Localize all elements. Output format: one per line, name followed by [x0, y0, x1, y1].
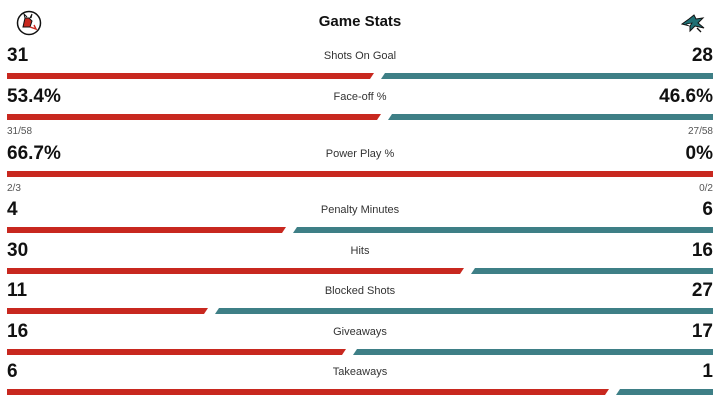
home-bar-segment [7, 227, 286, 233]
away-bar-segment [388, 114, 713, 120]
comparison-bar [7, 73, 713, 79]
home-bar-segment [7, 389, 609, 395]
comparison-bar [7, 268, 713, 274]
away-value: 27 [691, 280, 713, 301]
comparison-bar [7, 171, 713, 177]
home-value: 66.7% [7, 143, 61, 164]
away-value: 1 [702, 361, 713, 382]
away-bar-segment [616, 389, 713, 395]
home-value: 6 [7, 361, 18, 382]
stat-label: Giveaways [333, 326, 387, 338]
home-value: 16 [7, 321, 29, 342]
stat-label: Power Play % [325, 148, 395, 160]
home-value: 53.4% [7, 86, 61, 107]
home-detail: 31/58 [7, 126, 33, 137]
away-value: 46.6% [659, 86, 713, 107]
comparison-bar [7, 308, 713, 314]
sharks-logo-icon [680, 14, 705, 33]
stat-label: Hits [350, 245, 370, 257]
home-bar-segment [7, 171, 713, 177]
away-bar-segment [471, 268, 713, 274]
stat-label: Shots On Goal [323, 50, 397, 62]
home-value: 4 [7, 199, 18, 220]
home-bar-segment [7, 114, 381, 120]
away-bar-segment [293, 227, 713, 233]
stat-label: Face-off % [333, 91, 387, 103]
away-value: 17 [691, 321, 713, 342]
home-value: 30 [7, 240, 29, 261]
stats-header: Game Stats [0, 0, 720, 44]
page-title: Game Stats [318, 13, 402, 30]
home-bar-segment [7, 268, 464, 274]
home-bar-segment [7, 349, 346, 355]
home-bar-segment [7, 308, 208, 314]
home-value: 31 [7, 45, 29, 66]
stat-label: Takeaways [332, 366, 388, 378]
away-value: 6 [702, 199, 713, 220]
away-value: 16 [691, 240, 713, 261]
comparison-bar [7, 349, 713, 355]
stat-label: Blocked Shots [324, 285, 396, 297]
away-value: 28 [691, 45, 713, 66]
devils-logo-icon [16, 10, 42, 36]
away-detail: 0/2 [699, 183, 713, 194]
home-bar-segment [7, 73, 374, 79]
away-bar-segment [215, 308, 713, 314]
away-bar-segment [353, 349, 713, 355]
home-detail: 2/3 [7, 183, 21, 194]
comparison-bar [7, 389, 713, 395]
comparison-bar [7, 227, 713, 233]
stat-label: Penalty Minutes [320, 204, 400, 216]
comparison-bar [7, 114, 713, 120]
home-value: 11 [7, 280, 28, 301]
away-detail: 27/58 [687, 126, 713, 137]
away-value: 0% [685, 143, 713, 164]
away-bar-segment [381, 73, 713, 79]
